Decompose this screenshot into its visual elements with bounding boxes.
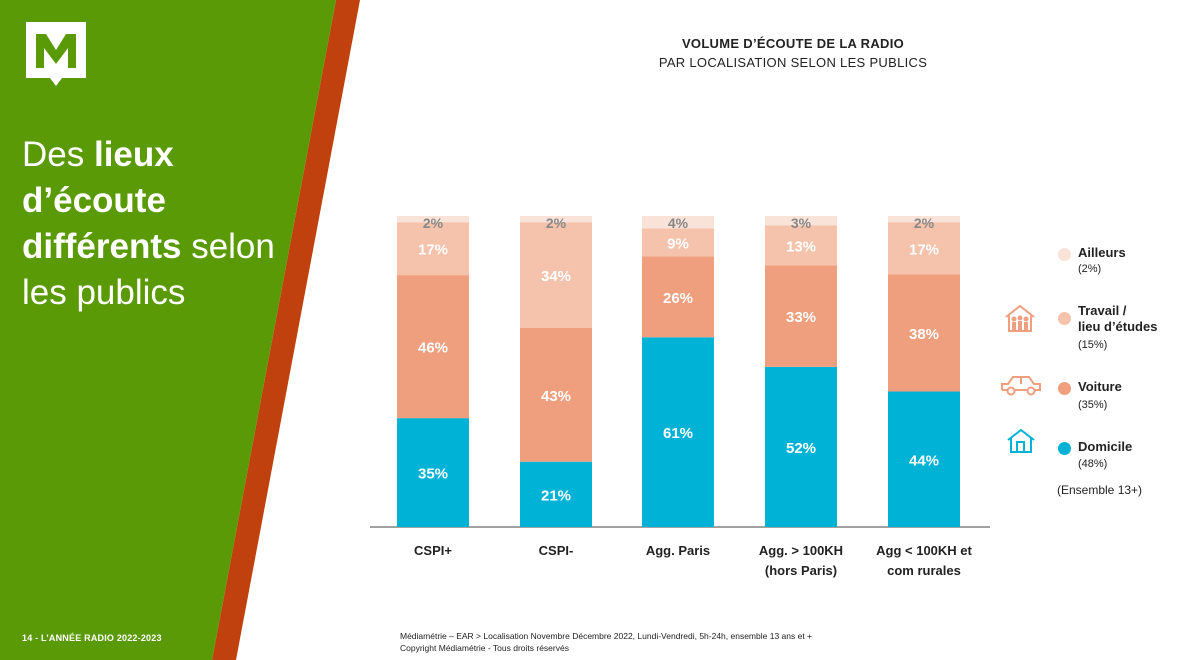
- data-label: 33%: [786, 309, 816, 326]
- headline-bold: lieux d’écoute différents: [22, 135, 182, 266]
- bar-segment: [520, 461, 592, 527]
- data-label: 34%: [541, 268, 571, 285]
- orange-band: [212, 0, 360, 660]
- bar-segment: [642, 228, 714, 257]
- green-panel: [0, 0, 336, 660]
- bar-segment: [642, 256, 714, 338]
- legend-label: Domicile: [1078, 439, 1133, 454]
- bar-segment: [520, 216, 592, 223]
- data-label: 2%: [423, 215, 444, 231]
- headline-part1: Des: [22, 135, 94, 174]
- category-label: com rurales: [887, 563, 961, 578]
- data-label: 35%: [418, 466, 448, 483]
- bar-segment: [888, 391, 960, 527]
- legend-swatch-ailleurs: [1058, 248, 1071, 261]
- bar-segment: [397, 222, 469, 276]
- bar-segment: [765, 225, 837, 266]
- bar-segment: [520, 222, 592, 328]
- legend-swatch-travail: [1058, 312, 1071, 325]
- data-label: 2%: [914, 215, 935, 231]
- source-note: Médiamétrie – EAR > Localisation Novembr…: [400, 630, 812, 654]
- chart-title: VOLUME D’ÉCOUTE DE LA RADIO: [681, 36, 905, 51]
- population-note: (Ensemble 13+): [1057, 483, 1143, 497]
- data-label: 3%: [791, 215, 812, 231]
- bar-segment: [888, 222, 960, 275]
- category-label: CSPI-: [539, 543, 574, 558]
- data-label: 43%: [541, 388, 571, 405]
- legend-pct: (48%): [1078, 458, 1108, 470]
- legend-label: Voiture: [1078, 379, 1122, 394]
- source-line-1: Médiamétrie – EAR > Localisation Novembr…: [400, 631, 813, 641]
- legend-label: Ailleurs: [1078, 245, 1126, 260]
- category-label: Agg. Paris: [646, 543, 710, 558]
- data-label: 17%: [909, 241, 939, 258]
- data-label: 44%: [909, 452, 939, 469]
- category-label: Agg < 100KH et: [876, 543, 972, 558]
- data-label: 26%: [663, 290, 693, 307]
- data-label: 4%: [668, 215, 689, 231]
- data-label: 13%: [786, 238, 816, 255]
- headline-part2: selon les publics: [22, 227, 275, 312]
- bar-segment: [520, 327, 592, 462]
- data-label: 2%: [546, 215, 567, 231]
- data-label: 9%: [667, 235, 689, 252]
- legend-label: Travail / lieu d’études: [1078, 303, 1158, 334]
- category-label: Agg. > 100KH: [759, 543, 843, 558]
- legend-pct: (2%): [1078, 263, 1102, 275]
- people-building-icon: [1005, 304, 1035, 332]
- legend-pct: (35%): [1078, 399, 1108, 411]
- bar-segment: [642, 216, 714, 229]
- bar-segment: [765, 265, 837, 367]
- bar-segment: [765, 366, 837, 527]
- category-label: (hors Paris): [765, 563, 837, 578]
- category-label: CSPI+: [414, 543, 452, 558]
- bar-segment: [397, 418, 469, 527]
- data-label: 38%: [909, 326, 939, 343]
- mediametrie-logo: [26, 22, 86, 86]
- headline: Des lieux d’écoute différents selon les …: [22, 132, 282, 316]
- source-line-2: Copyright Médiamétrie - Tous droits rése…: [400, 643, 569, 653]
- house-icon: [1007, 428, 1035, 453]
- bar-segment: [888, 216, 960, 223]
- page-footer: 14 - L’ANNÉE RADIO 2022-2023: [22, 633, 162, 643]
- data-label: 21%: [541, 487, 571, 504]
- bar-segment: [397, 216, 469, 223]
- legend-swatch-domicile: [1058, 442, 1071, 455]
- bar-segment: [397, 275, 469, 419]
- data-label: 17%: [418, 242, 448, 259]
- data-label: 52%: [786, 440, 816, 457]
- data-label: 46%: [418, 340, 448, 357]
- legend-pct: (15%): [1078, 339, 1108, 351]
- legend-swatch-voiture: [1058, 382, 1071, 395]
- bar-segment: [765, 216, 837, 226]
- bar-segment: [642, 337, 714, 527]
- bar-segment: [888, 274, 960, 392]
- car-icon: [1001, 376, 1041, 396]
- chart-subtitle: PAR LOCALISATION SELON LES PUBLICS: [658, 55, 928, 70]
- data-label: 61%: [663, 425, 693, 442]
